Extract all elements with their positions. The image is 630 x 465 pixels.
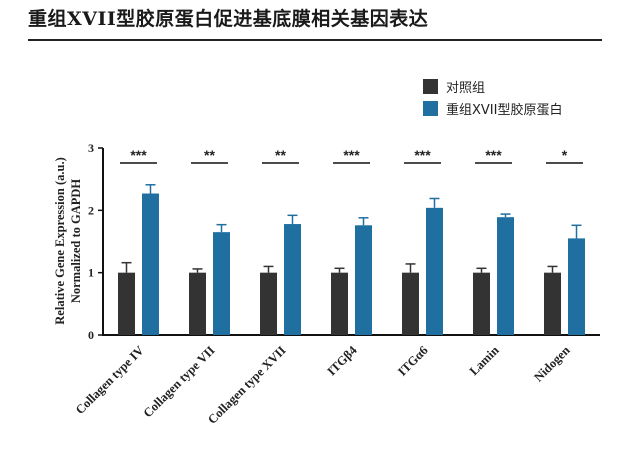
x-category-label: Collagen type IV bbox=[73, 343, 147, 417]
bar-control bbox=[189, 272, 206, 335]
legend-label-treatment: 重组XVII型胶原蛋白 bbox=[446, 102, 562, 118]
bar-treatment bbox=[497, 217, 514, 335]
bar-treatment bbox=[355, 225, 372, 335]
significance-label: * bbox=[562, 147, 568, 163]
significance-label: *** bbox=[485, 147, 502, 163]
y-axis-label-line-1: Relative Gene Expression (a.u.) bbox=[53, 157, 67, 324]
x-category-label: ITGα6 bbox=[395, 343, 430, 378]
y-tick-label: 2 bbox=[88, 203, 94, 217]
bar-control bbox=[118, 272, 135, 335]
bar-control bbox=[402, 272, 419, 335]
bar-treatment bbox=[142, 193, 159, 335]
bar-treatment bbox=[284, 224, 301, 335]
significance-label: *** bbox=[343, 147, 360, 163]
x-category-label: Collagen type XVII bbox=[205, 343, 289, 427]
y-tick-label: 3 bbox=[88, 141, 94, 155]
title-divider bbox=[28, 39, 602, 41]
x-category-label: ITGβ4 bbox=[324, 343, 360, 379]
significance-label: *** bbox=[414, 147, 431, 163]
x-category-label: Collagen type VII bbox=[141, 343, 218, 420]
page-title: 重组XVII型胶原蛋白促进基底膜相关基因表达 bbox=[28, 8, 429, 30]
significance-label: ** bbox=[204, 147, 215, 163]
x-category-label: Nidogen bbox=[531, 343, 572, 384]
bar-control bbox=[473, 272, 490, 335]
x-category-label: Lamin bbox=[467, 343, 502, 378]
bar-treatment bbox=[568, 238, 585, 335]
bar-control bbox=[544, 272, 561, 335]
bar-treatment bbox=[213, 232, 230, 335]
legend: 对照组 重组XVII型胶原蛋白 bbox=[423, 79, 562, 118]
legend-swatch-control bbox=[423, 79, 438, 94]
y-axis-label: Relative Gene Expression (a.u.) Normaliz… bbox=[53, 157, 83, 324]
y-tick-label: 1 bbox=[88, 266, 94, 280]
legend-label-control: 对照组 bbox=[446, 81, 485, 96]
bar-treatment bbox=[426, 207, 443, 335]
bar-control bbox=[260, 272, 277, 335]
significance-label: ** bbox=[275, 147, 286, 163]
y-tick-label: 0 bbox=[88, 328, 94, 342]
legend-swatch-treatment bbox=[423, 101, 438, 116]
significance-label: *** bbox=[130, 147, 147, 163]
y-axis-label-line-2: Normalized to GAPDH bbox=[69, 179, 83, 304]
bar-control bbox=[331, 272, 348, 335]
